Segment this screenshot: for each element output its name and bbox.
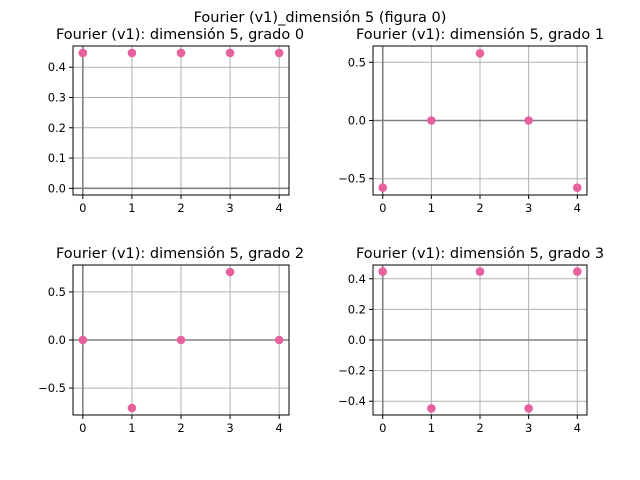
data-point: [78, 335, 88, 345]
x-tick-label: 2: [177, 421, 184, 435]
subplot-grado-0: Fourier (v1): dimensión 5, grado 0 0 1 2 3 4…: [48, 27, 304, 215]
data-point: [524, 116, 533, 125]
y-tick-label: 0.2: [48, 121, 66, 135]
x-tick-label: 0: [79, 421, 86, 435]
data-point: [524, 404, 533, 413]
data-point: [225, 48, 235, 58]
x-tick-label: 4: [276, 421, 283, 435]
y-tick-label: −0.4: [338, 394, 366, 408]
data-point: [475, 49, 485, 58]
y-tick-label: 0.5: [348, 55, 366, 69]
x-tick-label: 2: [476, 201, 483, 215]
data-point: [475, 267, 485, 276]
y-tick-label: 0.5: [48, 285, 66, 299]
data-point: [127, 403, 137, 413]
x-tick-label: 2: [177, 201, 184, 215]
data-point: [427, 116, 436, 125]
x-tick-label: 2: [476, 421, 483, 435]
subplot-grado-2: Fourier (v1): dimensión 5, grado 2 0 1 2 3 4…: [38, 246, 304, 435]
y-tick-label: 0.0: [48, 181, 66, 195]
y-tick-label: −0.2: [338, 364, 366, 378]
x-tick-label: 4: [574, 421, 581, 435]
y-tick-label: 0.0: [348, 114, 366, 128]
x-tick-label: 0: [379, 421, 386, 435]
data-point: [378, 183, 388, 192]
data-point: [427, 404, 436, 413]
data-point: [176, 48, 186, 58]
x-tick-label: 0: [379, 201, 386, 215]
x-tick-label: 0: [79, 201, 86, 215]
y-tick-label: 0.0: [348, 333, 366, 347]
y-tick-label: 0.4: [348, 272, 366, 286]
subplot-title: Fourier (v1): dimensión 5, grado 0: [56, 27, 304, 43]
data-point: [378, 267, 388, 276]
subplot-title: Fourier (v1): dimensión 5, grado 3: [356, 246, 604, 262]
data-point: [274, 335, 284, 345]
data-point: [225, 267, 235, 277]
x-tick-label: 1: [128, 421, 135, 435]
y-tick-label: 0.3: [48, 90, 66, 104]
subplot-grado-3: Fourier (v1): dimensión 5, grado 3 0 1 2 3 4…: [338, 246, 604, 435]
data-point: [176, 335, 186, 345]
figure-suptitle: Fourier (v1)_dimensión 5 (figura 0): [194, 10, 447, 26]
x-tick-label: 4: [574, 201, 581, 215]
data-point: [274, 48, 284, 58]
y-tick-label: 0.0: [48, 333, 66, 347]
data-point: [78, 48, 88, 58]
y-tick-label: −0.5: [38, 381, 66, 395]
x-tick-label: 1: [128, 201, 135, 215]
data-point: [572, 183, 582, 192]
y-tick-label: 0.2: [348, 302, 366, 316]
x-tick-label: 3: [226, 421, 233, 435]
y-tick-label: 0.1: [48, 151, 66, 165]
x-tick-label: 3: [525, 201, 532, 215]
x-tick-label: 1: [428, 201, 435, 215]
y-tick-label: 0.4: [48, 60, 66, 74]
y-tick-label: −0.5: [338, 172, 366, 186]
x-tick-label: 1: [428, 421, 435, 435]
x-tick-label: 3: [226, 201, 233, 215]
data-point: [127, 48, 137, 58]
subplot-title: Fourier (v1): dimensión 5, grado 2: [56, 246, 304, 262]
subplot-grado-1: Fourier (v1): dimensión 5, grado 1 0 1 2 3 4…: [338, 27, 604, 215]
data-point: [572, 267, 582, 276]
subplot-title: Fourier (v1): dimensión 5, grado 1: [356, 27, 604, 43]
x-tick-label: 4: [276, 201, 283, 215]
x-tick-label: 3: [525, 421, 532, 435]
